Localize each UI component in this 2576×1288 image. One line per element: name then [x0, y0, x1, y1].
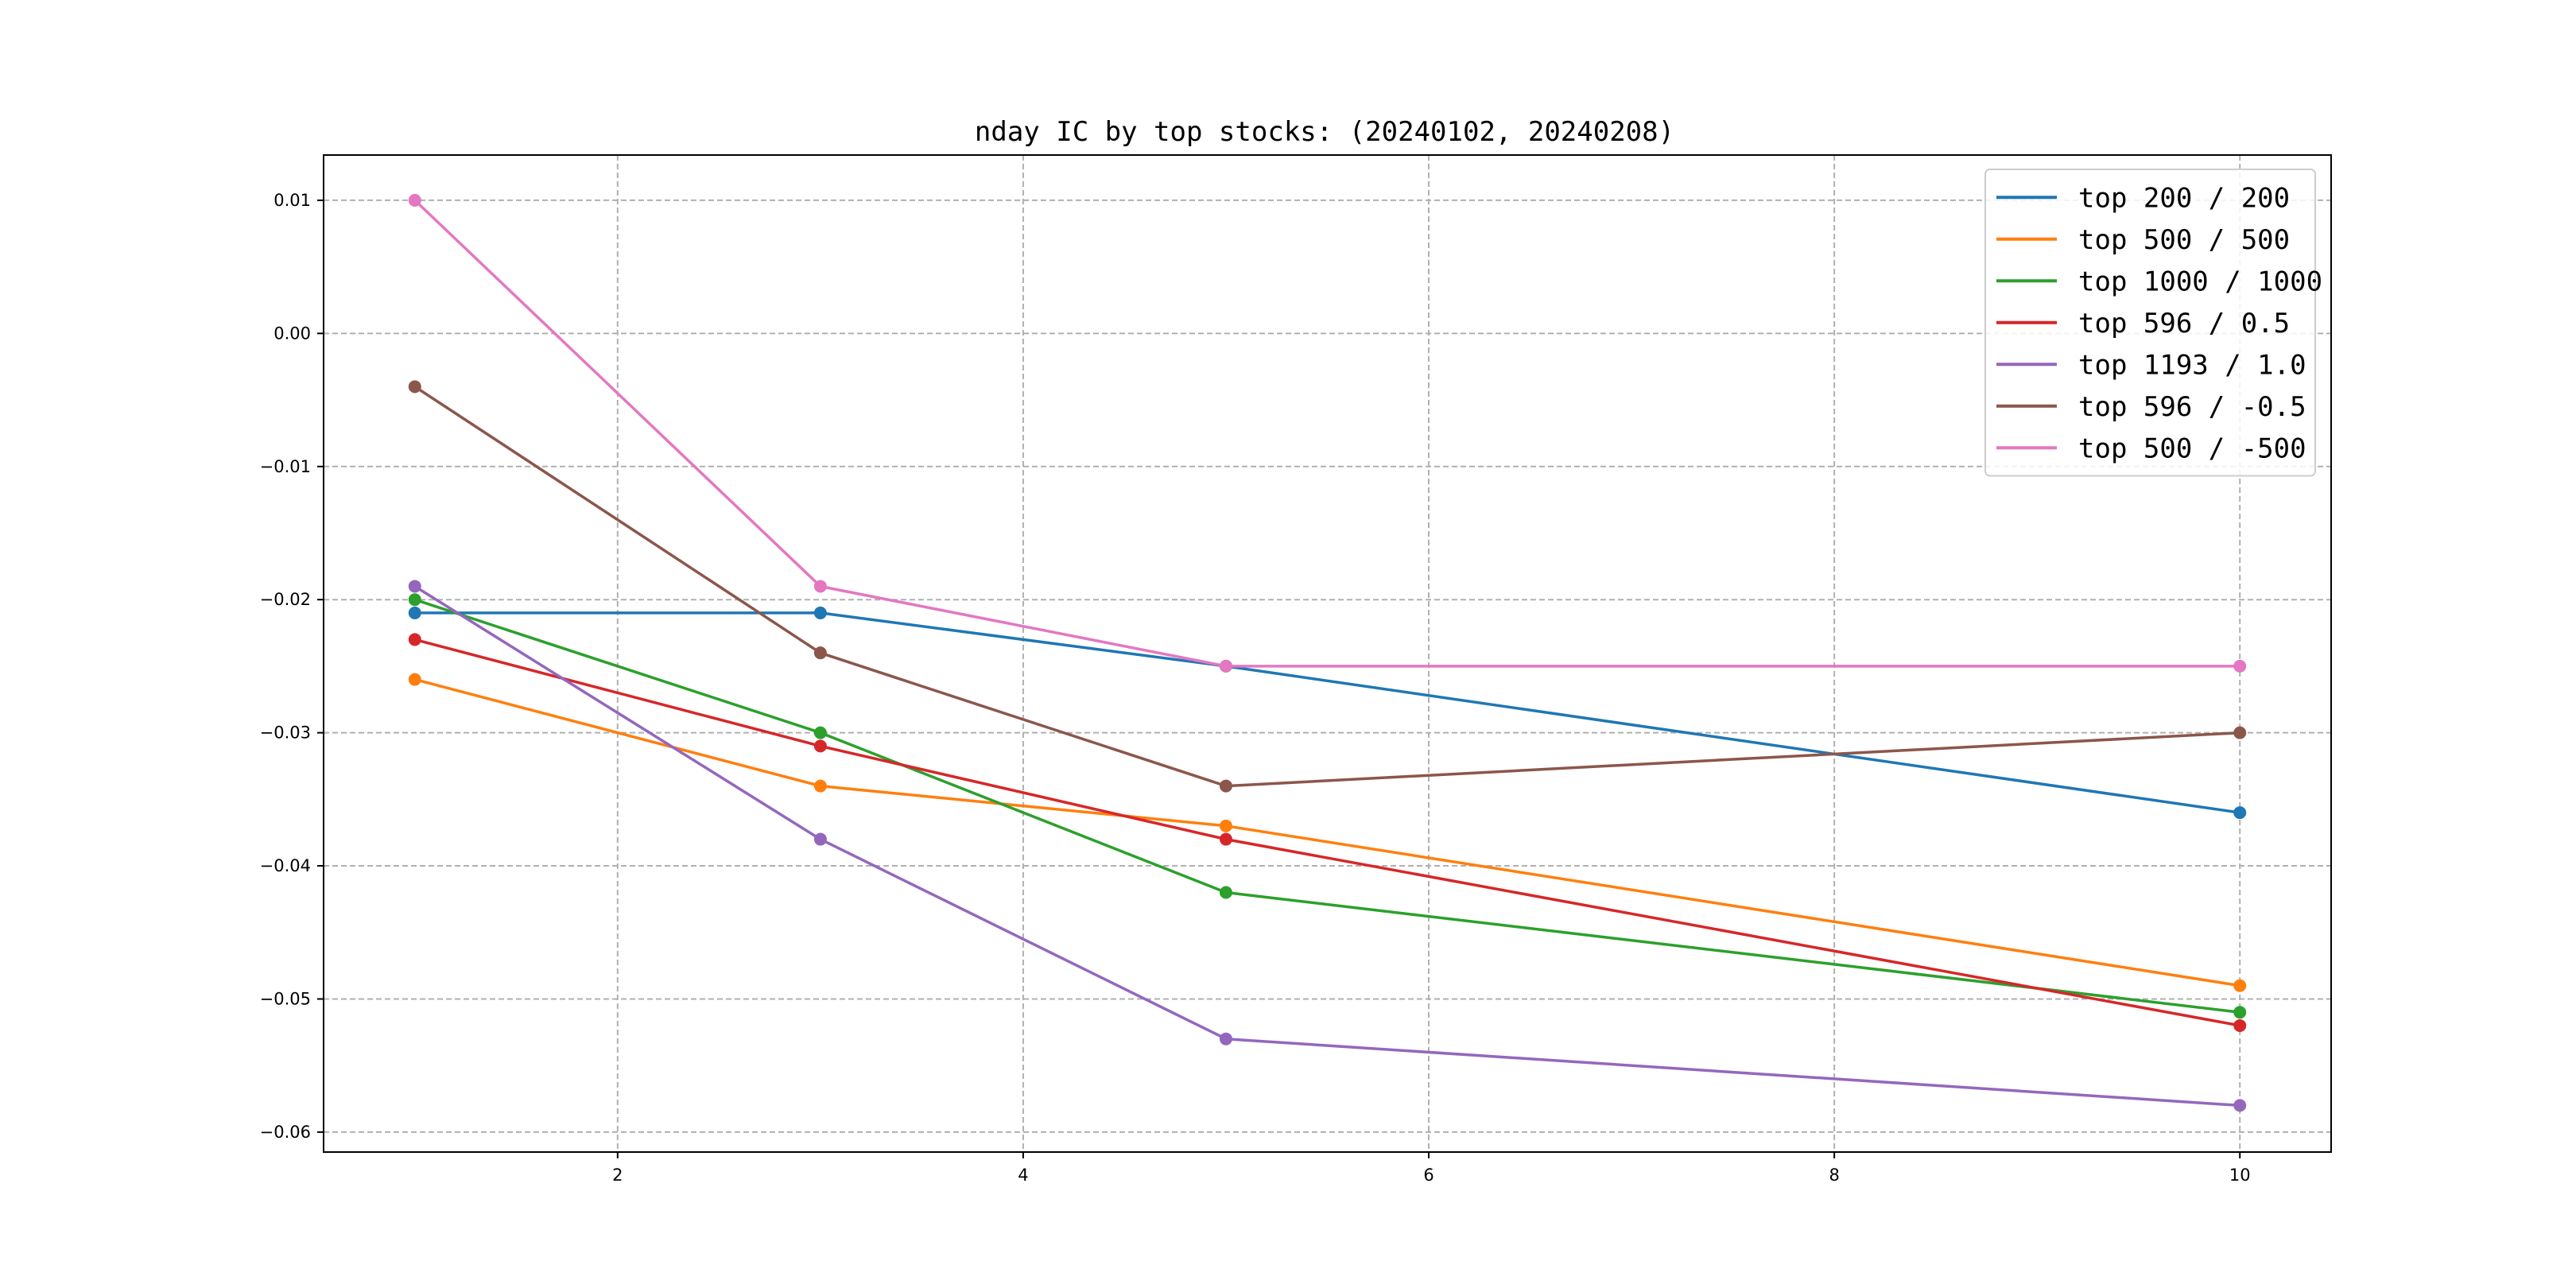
data-point — [813, 832, 827, 846]
series-1 — [408, 673, 2247, 992]
legend-label: top 596 / -0.5 — [2078, 391, 2306, 423]
x-tick-label: 10 — [2229, 1166, 2251, 1185]
data-point — [1219, 832, 1232, 846]
y-tick-label: −0.03 — [260, 724, 311, 743]
series-2 — [408, 593, 2247, 1019]
legend-label: top 200 / 200 — [2078, 182, 2290, 214]
y-tick-label: −0.05 — [260, 989, 311, 1008]
legend-label: top 1193 / 1.0 — [2078, 349, 2306, 381]
x-tick-label: 6 — [1423, 1166, 1433, 1185]
plot-frame — [323, 154, 2332, 1153]
series-line — [414, 598, 2240, 1014]
x-tick-label: 2 — [612, 1166, 623, 1185]
data-point — [2233, 1018, 2247, 1032]
data-point — [1219, 779, 1232, 793]
legend-label: top 596 / 0.5 — [2078, 308, 2290, 339]
series-line — [413, 385, 2240, 788]
series-0 — [408, 606, 2247, 820]
series-4 — [408, 580, 2247, 1112]
series-line — [414, 638, 2240, 1027]
data-point — [408, 580, 421, 593]
data-point — [2233, 726, 2247, 739]
legend-label: top 500 / 500 — [2078, 224, 2290, 256]
data-point — [408, 380, 421, 394]
data-point — [813, 739, 827, 753]
legend-label: top 1000 / 1000 — [2078, 266, 2322, 297]
series-line — [413, 585, 2240, 1108]
data-point — [2233, 806, 2247, 820]
legend-label: top 500 / -500 — [2078, 433, 2306, 464]
series-line — [414, 611, 2240, 814]
y-tick-label: −0.04 — [260, 856, 311, 875]
series-6 — [408, 193, 2247, 673]
data-point — [1219, 1032, 1232, 1046]
x-tick-label: 4 — [1018, 1166, 1028, 1185]
data-point — [813, 606, 827, 619]
series-line — [414, 677, 2240, 987]
data-point — [1219, 659, 1232, 673]
x-tick-label: 8 — [1829, 1166, 1839, 1185]
data-point — [813, 726, 827, 739]
data-point — [813, 646, 827, 660]
y-tick-label: −0.02 — [260, 590, 311, 609]
data-point — [408, 606, 421, 619]
data-point — [1219, 886, 1232, 899]
chart-title: nday IC by top stocks: (20240102, 202402… — [975, 116, 1674, 148]
series-line — [413, 199, 2240, 668]
y-tick-label: 0.00 — [274, 324, 311, 343]
y-tick-label: −0.01 — [260, 457, 311, 476]
data-point — [2233, 1006, 2247, 1019]
series-layer — [408, 193, 2247, 1112]
data-point — [408, 673, 421, 686]
series-5 — [408, 380, 2247, 793]
data-point — [408, 633, 421, 646]
data-point — [2233, 1099, 2247, 1112]
data-point — [408, 193, 421, 207]
data-point — [2233, 979, 2247, 992]
data-point — [1219, 819, 1232, 832]
y-tick-label: 0.01 — [274, 191, 311, 210]
legend-box — [1984, 169, 2316, 477]
data-point — [813, 779, 827, 793]
axes: 2 4 6 8 10 0.01 0.00 −0.01 −0.02 −0.03 −0.04 −0.05 −… — [260, 154, 2332, 1185]
y-tick-label: −0.06 — [260, 1123, 311, 1142]
legend: top 200 / 200 top 500 / 500 top 1000 / 100… — [1984, 169, 2322, 477]
data-point — [408, 593, 421, 607]
data-point — [813, 580, 827, 593]
series-3 — [408, 633, 2247, 1032]
data-point — [2233, 659, 2247, 673]
